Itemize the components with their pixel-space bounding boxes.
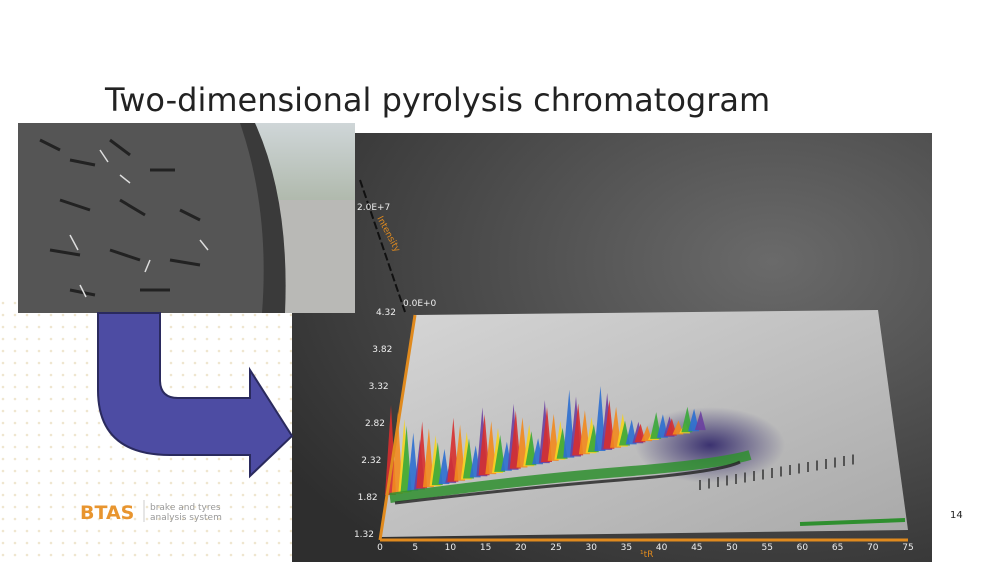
peak [391,411,403,494]
x-tick-label: 25 [550,543,561,553]
logo-line: analysis system [150,513,222,523]
peak [385,405,396,495]
peak [563,389,575,458]
y-tick-label: 1.82 [358,493,378,503]
x-tick-label: 5 [412,543,418,553]
y-axis [378,314,417,541]
peak [516,417,528,468]
peak [400,425,412,492]
peak [494,434,506,472]
x-tick-label: 15 [480,543,491,553]
peak [578,410,590,455]
peak [416,421,428,489]
x-tick-label: 70 [867,543,879,553]
ridge [389,450,752,503]
x-tick-label: 75 [902,543,913,553]
peak [547,413,559,461]
peak [603,399,615,449]
y-tick-label: 2.82 [365,419,385,429]
y-tick-label: 3.32 [369,382,389,392]
intensity-max: 2.0E+7 [357,203,390,213]
peaks [385,386,906,526]
peak [431,442,443,486]
peak [594,386,606,451]
x-tick-label: 50 [726,543,738,553]
logo-mark: BTAS [80,502,134,524]
x-tick-label: 10 [445,543,457,553]
peak [422,428,434,488]
y-tick-label: 2.32 [361,456,381,466]
x-tick-label: 30 [585,543,597,553]
arrow [97,312,294,479]
y-tick-label: 3.82 [372,345,392,355]
baseline-peak [799,518,906,526]
tyre-photo [18,123,355,313]
x-tick-label: 35 [621,543,632,553]
ridge [394,460,741,505]
intensity-axis [359,179,406,313]
peak [463,438,474,479]
x-tick-label: 20 [515,543,527,553]
logo-line: brake and tyres [150,503,221,513]
peak [694,410,706,431]
x-tick-label: 45 [691,543,702,553]
peak [509,410,521,469]
x-tick-label: 0 [377,543,383,553]
page-number: 14 [950,510,963,521]
x-tick-label: 55 [761,543,772,553]
peak [447,417,459,482]
peak [525,431,537,466]
y-tick-label: 4.32 [376,308,396,318]
plane [380,310,908,537]
peak [407,432,419,491]
x-tick-label: 40 [656,543,668,553]
peak [541,407,552,462]
x-axis-label: ¹tR [640,550,653,560]
peak [454,424,466,481]
intensity-min: 0.0E+0 [403,299,437,309]
peak [478,414,490,476]
chromatogram: 2.0E+7 Intensity 0.0E+0 ¹tR 4.323.823.32… [292,133,932,562]
peak [485,421,497,475]
slide-title: Two-dimensional pyrolysis chromatogram [104,81,770,119]
y-tick-label: 1.32 [354,530,374,540]
peak [610,406,622,448]
x-tick-label: 65 [832,543,843,553]
x-tick-label: 60 [797,543,809,553]
peak [572,403,584,456]
peak [438,449,450,484]
